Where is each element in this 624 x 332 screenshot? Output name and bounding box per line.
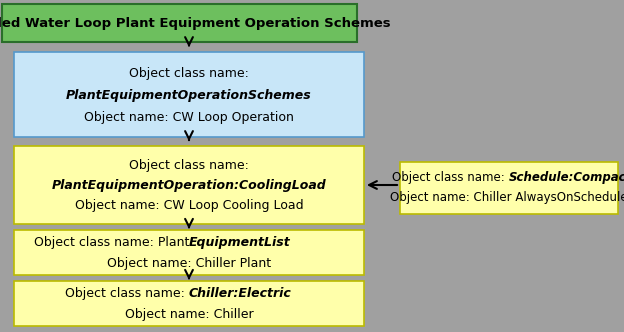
- FancyBboxPatch shape: [14, 281, 364, 326]
- Text: Object class name:: Object class name:: [129, 159, 249, 173]
- FancyBboxPatch shape: [400, 162, 618, 214]
- FancyBboxPatch shape: [14, 52, 364, 137]
- Text: Chilled Water Loop Plant Equipment Operation Schemes: Chilled Water Loop Plant Equipment Opera…: [0, 17, 391, 30]
- Text: Object name: Chiller AlwaysOnSchedule: Object name: Chiller AlwaysOnSchedule: [390, 192, 624, 205]
- Text: Object name: CW Loop Operation: Object name: CW Loop Operation: [84, 112, 294, 124]
- Text: Object name: CW Loop Cooling Load: Object name: CW Loop Cooling Load: [75, 200, 303, 212]
- FancyBboxPatch shape: [14, 230, 364, 275]
- Text: Object name: Chiller Plant: Object name: Chiller Plant: [107, 257, 271, 270]
- Text: PlantEquipmentOperationSchemes: PlantEquipmentOperationSchemes: [66, 90, 312, 103]
- Text: Object class name: Plant: Object class name: Plant: [34, 236, 189, 249]
- FancyBboxPatch shape: [2, 4, 357, 42]
- Text: Object class name:: Object class name:: [129, 67, 249, 80]
- FancyBboxPatch shape: [14, 146, 364, 224]
- Text: Object class name:: Object class name:: [392, 172, 509, 185]
- Text: Object class name:: Object class name:: [65, 287, 189, 300]
- Text: Object name: Chiller: Object name: Chiller: [125, 308, 253, 321]
- Text: PlantEquipmentOperation:CoolingLoad: PlantEquipmentOperation:CoolingLoad: [52, 180, 326, 193]
- Text: Schedule:Compact: Schedule:Compact: [509, 172, 624, 185]
- Text: Chiller:Electric: Chiller:Electric: [189, 287, 292, 300]
- Text: EquipmentList: EquipmentList: [189, 236, 291, 249]
